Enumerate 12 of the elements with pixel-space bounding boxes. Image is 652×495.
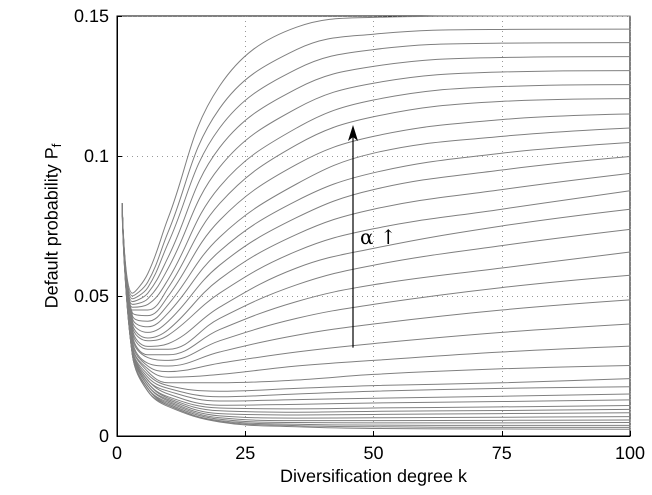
- y-tick-label: 0: [98, 426, 109, 446]
- x-tick-label: 75: [492, 443, 512, 463]
- x-tick-label: 100: [614, 443, 646, 463]
- x-tick-label: 50: [363, 443, 384, 463]
- annotation: α ↑: [360, 224, 397, 248]
- x-axis-title: Diversification degree k: [280, 466, 468, 486]
- x-tick-label: 25: [235, 443, 256, 463]
- y-tick-label: 0.15: [74, 6, 109, 26]
- y-tick-label: 0.05: [74, 286, 109, 306]
- y-axis-title: Default probability Pf: [42, 143, 64, 308]
- x-tick-label: 0: [112, 443, 122, 463]
- y-tick-label: 0.1: [84, 146, 109, 166]
